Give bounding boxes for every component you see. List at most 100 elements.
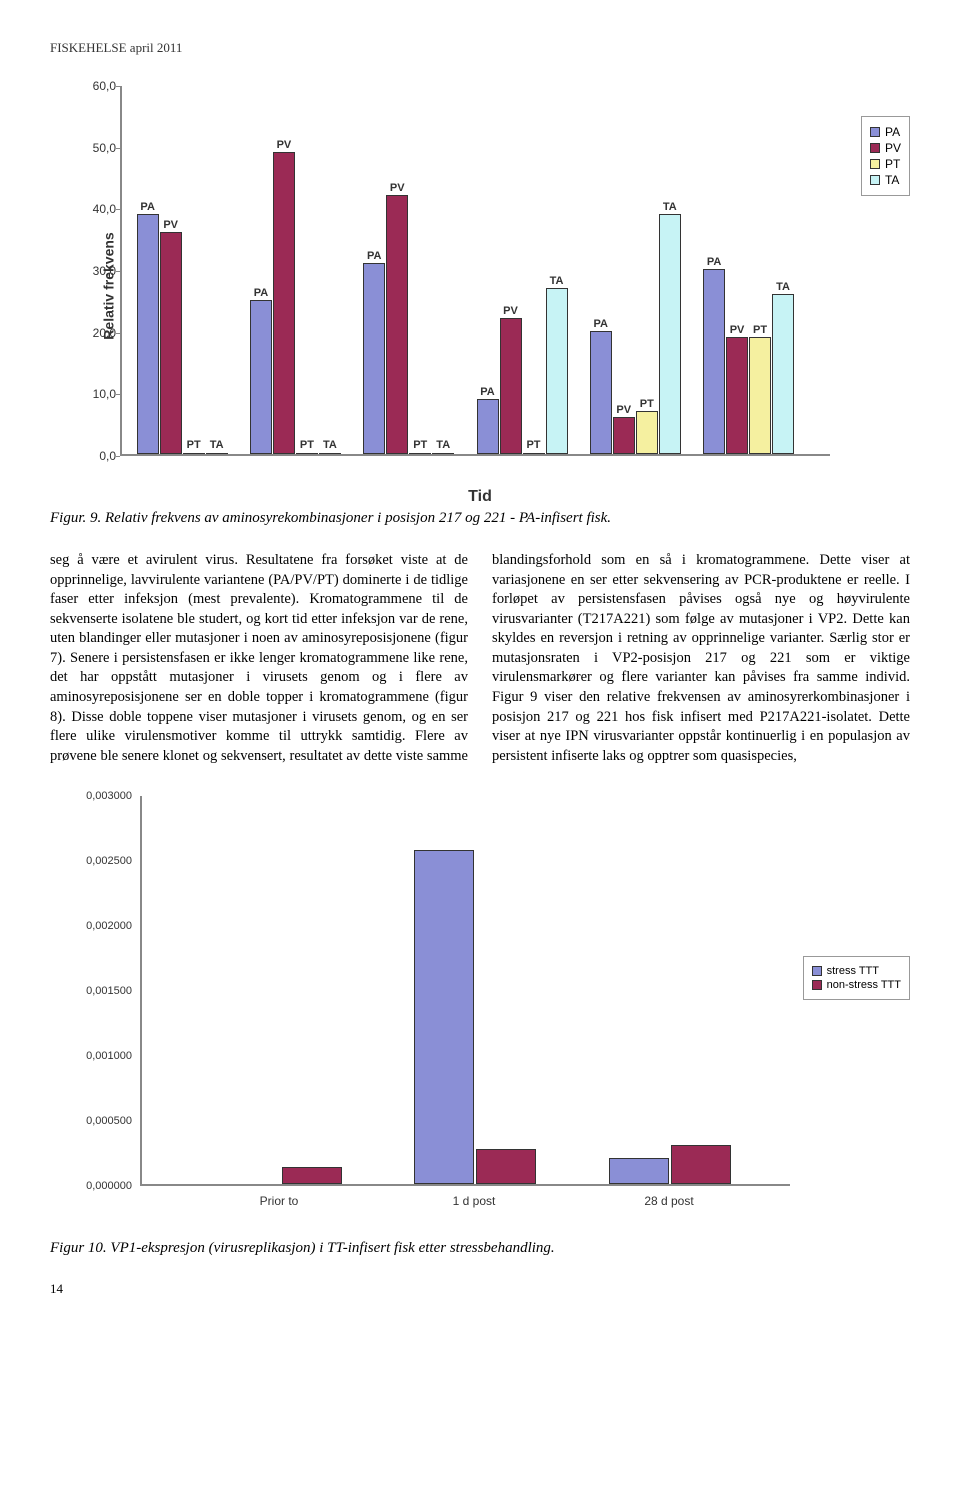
bar-label: TA xyxy=(663,201,677,213)
bar-label: PA xyxy=(140,201,154,213)
legend-item: stress TTT xyxy=(812,965,901,977)
bar-label: PV xyxy=(730,324,745,336)
y-tick-label: 0,002500 xyxy=(70,855,132,867)
legend-item: PT xyxy=(870,157,901,171)
legend-item: PV xyxy=(870,141,901,155)
bar: TA xyxy=(772,294,794,454)
figure-10-caption: Figur 10. VP1-ekspresjon (virusreplikasj… xyxy=(50,1240,910,1257)
bar: PA xyxy=(137,214,159,455)
bar xyxy=(282,1167,342,1184)
bar-label: PA xyxy=(707,256,721,268)
x-tick-label: Prior to xyxy=(260,1194,299,1208)
bar: TA xyxy=(319,453,341,454)
y-axis-label: Relativ frekvens xyxy=(101,232,117,339)
bar-label: PT xyxy=(753,324,767,336)
bar-label: TA xyxy=(550,275,564,287)
legend-label: non-stress TTT xyxy=(827,979,901,991)
bar-label: PT xyxy=(187,439,201,451)
chart-plot-area: PAPVPTTAPAPVPTTAPAPVPTTAPAPVPTTAPAPVPTTA… xyxy=(120,86,830,456)
bar-label: PA xyxy=(367,250,381,262)
legend-swatch xyxy=(812,980,822,990)
chart-legend: PA PV PT TA xyxy=(861,116,910,196)
legend-label: PT xyxy=(885,157,900,171)
legend-item: PA xyxy=(870,125,901,139)
bar: PV xyxy=(500,318,522,454)
bar: PT xyxy=(636,411,658,454)
bar-group: PAPVPTTA xyxy=(136,214,228,455)
bar: PA xyxy=(703,269,725,454)
bar: TA xyxy=(206,453,228,454)
y-tick-label: 30,0 xyxy=(90,264,116,278)
y-tick-label: 10,0 xyxy=(90,387,116,401)
bar-label: PT xyxy=(413,439,427,451)
legend-item: non-stress TTT xyxy=(812,979,901,991)
bar-group xyxy=(414,850,536,1184)
body-text: seg å være et avirulent virus. Resultate… xyxy=(50,551,910,766)
bar-label: PV xyxy=(616,404,631,416)
y-tick-label: 0,002000 xyxy=(70,920,132,932)
bar-label: TA xyxy=(210,439,224,451)
bar: PT xyxy=(749,337,771,454)
bar-label: PA xyxy=(480,386,494,398)
bar: TA xyxy=(432,453,454,454)
chart2-legend: stress TTT non-stress TTT xyxy=(803,956,910,1000)
bar-group xyxy=(609,1145,731,1184)
chart2-plot-area xyxy=(140,796,790,1186)
bar-label: PV xyxy=(503,305,518,317)
bar: PV xyxy=(386,195,408,454)
legend-label: TA xyxy=(885,173,899,187)
y-tick-label: 0,000000 xyxy=(70,1180,132,1192)
bar: PV xyxy=(613,417,635,454)
chart-figure-10: 0,0000000,0005000,0010000,0015000,002000… xyxy=(50,786,910,1226)
legend-swatch xyxy=(812,966,822,976)
bar: PA xyxy=(250,300,272,454)
bar xyxy=(476,1149,536,1184)
legend-label: PV xyxy=(885,141,901,155)
legend-swatch xyxy=(870,127,880,137)
bar xyxy=(220,1183,280,1184)
bar-label: TA xyxy=(323,439,337,451)
legend-swatch xyxy=(870,175,880,185)
chart-figure-9: Relativ frekvens 0,010,020,030,040,050,0… xyxy=(50,76,910,496)
x-axis-label: Tid xyxy=(468,488,492,506)
x-tick-label: 1 d post xyxy=(453,1194,496,1208)
legend-label: PA xyxy=(885,125,900,139)
y-tick-label: 0,001500 xyxy=(70,985,132,997)
bar-label: PV xyxy=(277,139,292,151)
y-tick-label: 40,0 xyxy=(90,202,116,216)
bar-group: PAPVPTTA xyxy=(476,288,568,455)
legend-label: stress TTT xyxy=(827,965,879,977)
bar: TA xyxy=(659,214,681,455)
y-tick-label: 60,0 xyxy=(90,79,116,93)
y-tick-label: 0,001000 xyxy=(70,1050,132,1062)
x-tick-label: 28 d post xyxy=(644,1194,693,1208)
bar-label: TA xyxy=(776,281,790,293)
bar: PT xyxy=(183,453,205,454)
bar-label: PV xyxy=(163,219,178,231)
y-tick-label: 0,003000 xyxy=(70,790,132,802)
bar: PA xyxy=(477,399,499,455)
bar-label: PT xyxy=(640,398,654,410)
legend-item: TA xyxy=(870,173,901,187)
bar: PV xyxy=(726,337,748,454)
bar-label: PT xyxy=(300,439,314,451)
y-tick-label: 0,0 xyxy=(90,449,116,463)
y-tick-label: 20,0 xyxy=(90,326,116,340)
bar xyxy=(671,1145,731,1184)
bar: PV xyxy=(273,152,295,454)
page-number: 14 xyxy=(50,1281,910,1297)
legend-swatch xyxy=(870,159,880,169)
page-header: FISKEHELSE april 2011 xyxy=(50,40,910,56)
bar-label: PA xyxy=(594,318,608,330)
bar-group: PAPV PT TA xyxy=(249,152,341,454)
bar xyxy=(609,1158,669,1184)
figure-9-caption: Figur. 9. Relativ frekvens av aminosyrek… xyxy=(50,510,910,527)
bar: PT xyxy=(523,453,545,454)
bar-label: TA xyxy=(436,439,450,451)
bar-group: PAPVPTTA xyxy=(363,195,455,454)
bar xyxy=(414,850,474,1184)
bar: PT xyxy=(409,453,431,454)
bar-label: PT xyxy=(526,439,540,451)
bar: PV xyxy=(160,232,182,454)
bar-group xyxy=(220,1167,342,1184)
